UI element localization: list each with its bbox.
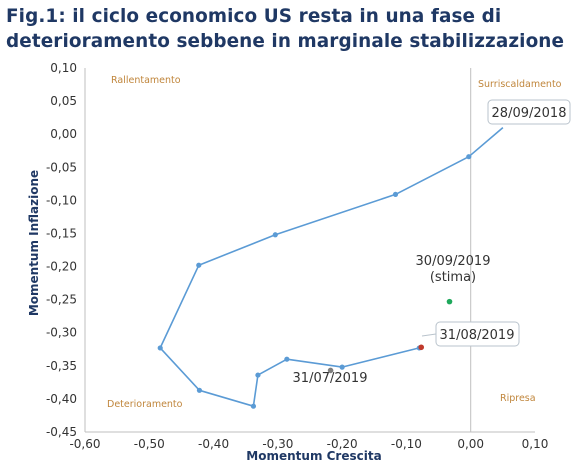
x-tick-label: -0,40 bbox=[198, 437, 229, 451]
trajectory-point bbox=[466, 154, 472, 160]
x-tick-label: -0,60 bbox=[69, 437, 100, 451]
y-axis-title: Momentum Inflazione bbox=[27, 170, 41, 316]
chart-title: Fig.1: il ciclo economico US resta in un… bbox=[6, 4, 584, 54]
chart-title-line-1: Fig.1: il ciclo economico US resta in un… bbox=[6, 6, 502, 27]
callout-leader-aug2019 bbox=[421, 333, 437, 337]
x-tick-label: -0,20 bbox=[327, 437, 358, 451]
x-tick-label: -0,50 bbox=[134, 437, 165, 451]
y-tick-label: 0,00 bbox=[50, 127, 77, 141]
annotation-jul2019: 31/07/2019 bbox=[293, 371, 368, 386]
x-tick-label: -0,10 bbox=[391, 437, 422, 451]
callout-box-aug2019 bbox=[435, 321, 520, 347]
trajectory-point bbox=[392, 191, 399, 198]
chart-title-line-2: deterioramento sebbene in marginale stab… bbox=[6, 31, 565, 52]
quadrant-label-rallentamento: Rallentamento bbox=[111, 75, 181, 86]
annotation-aug2019: 31/08/2019 bbox=[440, 328, 515, 343]
trajectory-point bbox=[339, 364, 345, 370]
y-tick-label: 0,05 bbox=[50, 94, 77, 108]
y-tick-label: -0,45 bbox=[46, 425, 77, 439]
quadrant-label-deterioramento: Deterioramento bbox=[107, 399, 183, 410]
y-tick-label: -0,05 bbox=[46, 160, 77, 174]
trajectory-point bbox=[284, 356, 290, 362]
trajectory-point bbox=[196, 387, 203, 393]
y-tick-label: -0,30 bbox=[46, 326, 77, 340]
y-tick-label: -0,35 bbox=[46, 359, 77, 373]
y-tick-label: -0,15 bbox=[46, 226, 77, 240]
trajectory-point bbox=[255, 372, 261, 378]
x-tick-label: 0,00 bbox=[457, 437, 484, 451]
trajectory-point bbox=[157, 345, 163, 351]
y-tick-label: 0,10 bbox=[50, 61, 77, 75]
highlight-point bbox=[446, 298, 453, 305]
trajectory-point bbox=[272, 232, 278, 238]
x-tick-label: -0,30 bbox=[262, 437, 293, 451]
quadrant-label-surriscaldamento: Surriscaldamento bbox=[478, 79, 562, 90]
y-tick-label: -0,40 bbox=[46, 392, 77, 406]
x-tick-label: 0,10 bbox=[522, 437, 549, 451]
quadrant-label-ripresa: Ripresa bbox=[500, 393, 536, 404]
trajectory-point bbox=[250, 403, 257, 409]
annotation-sep2019-line2: (stima) bbox=[430, 270, 476, 285]
y-tick-label: -0,10 bbox=[46, 193, 77, 207]
trajectory-line bbox=[159, 126, 504, 407]
annotation-sep2019-line1: 30/09/2019 bbox=[416, 254, 491, 269]
trajectory-point bbox=[196, 262, 202, 268]
y-tick-label: -0,25 bbox=[46, 293, 77, 307]
highlight-point bbox=[418, 344, 425, 351]
annotation-sep2018: 28/09/2018 bbox=[492, 106, 567, 121]
callout-box-sep2018 bbox=[487, 99, 571, 125]
x-axis-title: Momentum Crescita bbox=[246, 449, 381, 463]
y-tick-label: -0,20 bbox=[46, 260, 77, 274]
highlight-point bbox=[327, 367, 334, 374]
